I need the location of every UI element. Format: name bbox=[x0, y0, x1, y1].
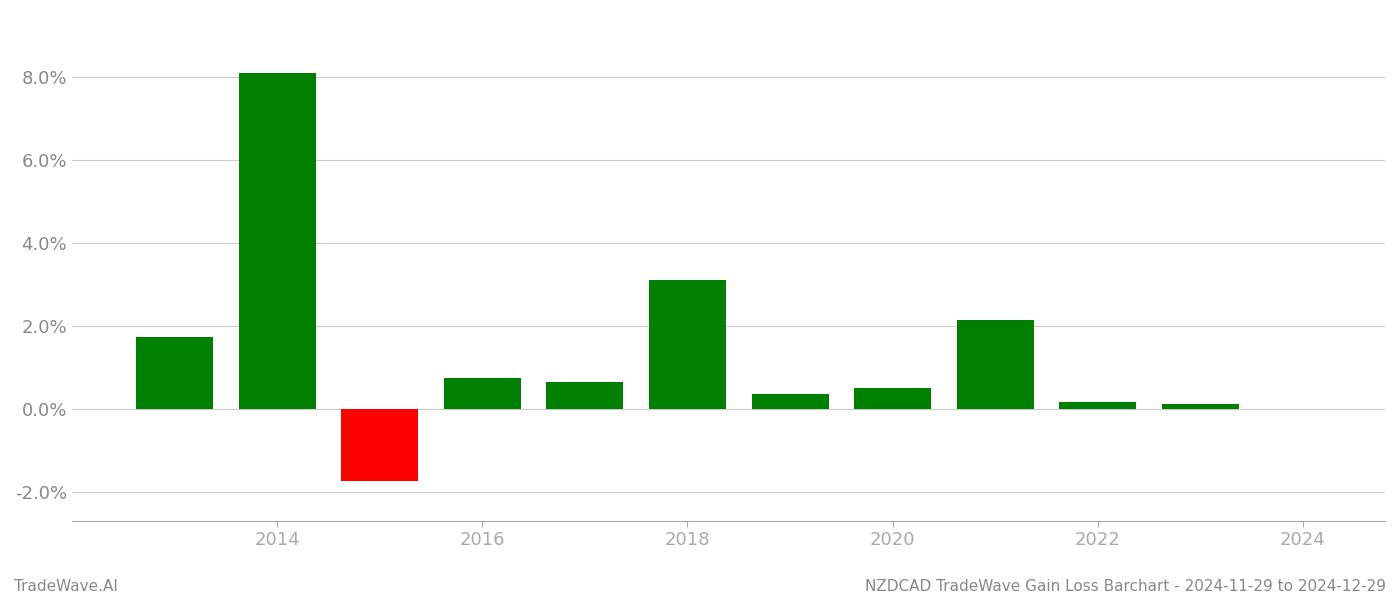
Bar bbox=[342, 409, 419, 481]
Text: TradeWave.AI: TradeWave.AI bbox=[14, 579, 118, 594]
Bar bbox=[136, 337, 213, 409]
Bar bbox=[1060, 403, 1137, 409]
Bar bbox=[752, 394, 829, 409]
Text: NZDCAD TradeWave Gain Loss Barchart - 2024-11-29 to 2024-12-29: NZDCAD TradeWave Gain Loss Barchart - 20… bbox=[865, 579, 1386, 594]
Bar bbox=[650, 280, 727, 409]
Bar bbox=[1162, 404, 1239, 409]
Bar bbox=[854, 388, 931, 409]
Bar bbox=[956, 320, 1033, 409]
Bar bbox=[444, 377, 521, 409]
Bar bbox=[546, 382, 623, 409]
Bar bbox=[238, 73, 315, 409]
